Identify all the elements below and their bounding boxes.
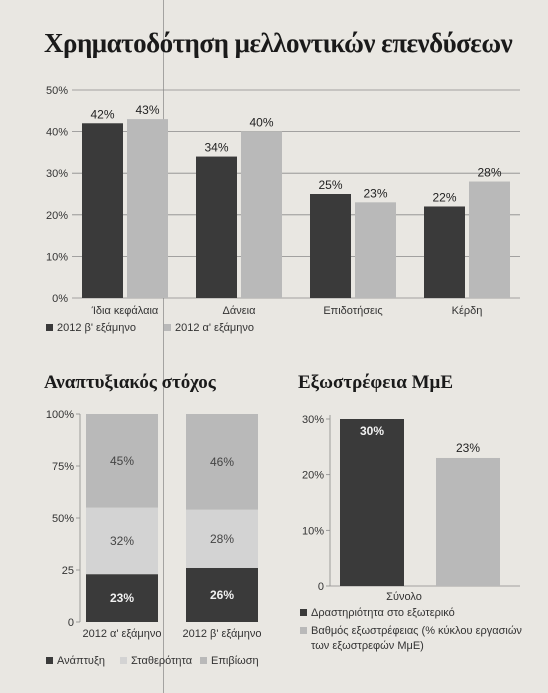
- chart1-bar: [127, 119, 168, 299]
- chart3-data-label: 23%: [456, 441, 480, 455]
- chart1-y-tick: 0%: [52, 293, 68, 305]
- chart3-legend-label: Δραστηριότητα στο εξωτερικό: [311, 607, 455, 619]
- chart1-data-label: 23%: [363, 186, 387, 200]
- chart1-data-label: 43%: [135, 103, 159, 117]
- chart1-x-tick: Επιδοτήσεις: [323, 305, 382, 317]
- chart2-x-tick: 2012 β' εξάμηνο: [183, 628, 262, 640]
- chart2-legend-swatch: [46, 657, 53, 664]
- chart1-legend-swatch: [46, 324, 53, 331]
- chart2-title: Αναπτυξιακός στόχος: [44, 372, 216, 393]
- chart2-y-tick: 25: [62, 565, 74, 577]
- chart1-x-tick: Δάνεια: [223, 305, 257, 317]
- chart1-legend-label: 2012 α' εξάμηνο: [175, 322, 254, 334]
- chart1-bar: [424, 206, 465, 298]
- chart1-y-tick: 10%: [46, 251, 68, 263]
- chart2-plot: 0 25 50% 75% 100% 23% 32% 45% 2012 α' εξάμηνο 26%…: [46, 409, 262, 667]
- chart1-bar: [469, 181, 510, 298]
- chart3-legend-swatch: [300, 627, 307, 634]
- page-fold-line: [163, 0, 164, 693]
- chart3-plot: 0 10% 20% 30% 30% 23% Σύνολο Δραστηριότητα στο …: [300, 414, 522, 652]
- chart1-data-label: 22%: [432, 190, 456, 204]
- chart1-x-tick: Ίδια κεφάλαια: [91, 305, 159, 317]
- chart2-bar-segment: [86, 507, 158, 575]
- chart2-legend-swatch: [120, 657, 127, 664]
- chart3-x-tick: Σύνολο: [386, 591, 422, 603]
- chart1-y-tick: 40%: [46, 127, 68, 139]
- chart1-x-tick: Κέρδη: [452, 305, 483, 317]
- chart3-legend-swatch: [300, 609, 307, 616]
- chart1-bar: [82, 123, 123, 298]
- chart3-y-tick: 10%: [302, 525, 324, 537]
- chart2-legend-swatch: [200, 657, 207, 664]
- chart2-legend-label: Ανάπτυξη: [57, 655, 105, 667]
- chart2-data-label: 32%: [110, 534, 134, 548]
- chart1-bar: [355, 202, 396, 298]
- chart2-data-label: 45%: [110, 454, 134, 468]
- chart2-bar-segment: [86, 574, 158, 622]
- chart2-y-tick: 75%: [52, 461, 74, 473]
- chart3-y-tick: 20%: [302, 470, 324, 482]
- chart1-data-label: 34%: [204, 141, 228, 155]
- chart2-bar-segment: [186, 567, 258, 622]
- chart1-plot: 0% 10% 20% 30% 40% 50% 42% 43% Ίδια κεφάλαια 34% 4…: [46, 85, 520, 334]
- chart1-data-label: 42%: [90, 107, 114, 121]
- chart3-bar: [340, 419, 404, 586]
- chart1-bar: [310, 194, 351, 298]
- chart1-data-label: 40%: [249, 116, 273, 130]
- chart2-bar-segment: [186, 509, 258, 568]
- chart3-title: Εξωστρέφεια ΜμΕ: [298, 372, 454, 393]
- chart2-legend-label: Σταθερότητα: [131, 655, 193, 667]
- chart3-legend-label: Βαθμός εξωστρέφειας (% κύκλου εργασιών τω…: [311, 625, 522, 652]
- chart1-y-tick: 30%: [46, 168, 68, 180]
- chart2-bar-segment: [186, 414, 258, 510]
- chart2-legend-label: Επιβίωση: [211, 655, 259, 667]
- chart2-y-tick: 100%: [46, 409, 74, 421]
- chart1-bar: [196, 156, 237, 298]
- chart1-bar: [241, 131, 282, 298]
- chart3-data-label: 30%: [360, 424, 384, 438]
- chart3-y-tick: 0: [318, 581, 324, 593]
- chart1-data-label: 25%: [318, 178, 342, 192]
- chart2-data-label: 23%: [110, 591, 134, 605]
- chart3-bar: [436, 457, 500, 586]
- chart2-y-tick: 50%: [52, 513, 74, 525]
- chart2-x-tick: 2012 α' εξάμηνο: [82, 628, 161, 640]
- chart1-legend-swatch: [164, 324, 171, 331]
- chart1-title: Χρηματοδότηση μελλοντικών επενδύσεων: [44, 28, 513, 58]
- chart2-y-tick: 0: [68, 617, 74, 629]
- chart1-data-label: 28%: [477, 166, 501, 180]
- chart1-legend-label: 2012 β' εξάμηνο: [57, 322, 136, 334]
- chart3-y-tick: 30%: [302, 414, 324, 426]
- chart2-data-label: 26%: [210, 588, 234, 602]
- chart2-data-label: 28%: [210, 532, 234, 546]
- chart2-bar-segment: [86, 414, 158, 508]
- chart2-data-label: 46%: [210, 455, 234, 469]
- chart1-y-tick: 20%: [46, 210, 68, 222]
- chart1-y-tick: 50%: [46, 85, 68, 97]
